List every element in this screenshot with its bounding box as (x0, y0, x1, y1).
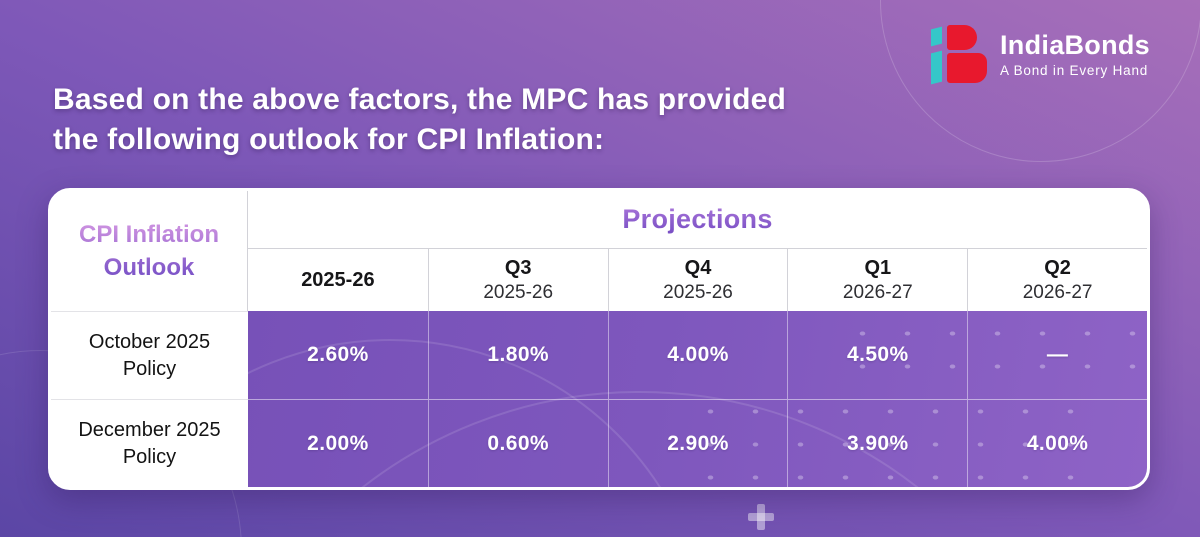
column-header-year: 2025-26 (663, 282, 733, 303)
projections-group-header-label: Projections (622, 204, 773, 234)
column-header-2025-26: 2025-26 (248, 249, 428, 311)
column-header-quarter: Q2 (1044, 257, 1071, 279)
brand-name: IndiaBonds (1000, 30, 1150, 60)
table-cell: 4.50% (787, 311, 967, 399)
page-title-line2: the following outlook for CPI Inflation: (53, 123, 605, 156)
column-header-year: 2026-27 (1022, 282, 1093, 303)
column-header-quarter: Q3 (504, 257, 532, 279)
column-header-year: 2025-26 (483, 282, 554, 303)
column-header-quarter: Q1 (864, 257, 892, 279)
page-title: Based on the above factors, the MPC has … (53, 80, 913, 160)
projections-group-header: Projections (248, 191, 1147, 249)
cpi-inflation-outlook-table: CPI Inflation Outlook Projections 2025-2… (48, 188, 1150, 490)
brand-text-block: IndiaBonds A Bond in Every Hand (1000, 30, 1150, 78)
column-header-quarter: 2025-26 (301, 268, 375, 291)
table-cell: 2.60% (307, 343, 369, 366)
table-cell: 3.90% (787, 399, 968, 487)
decorative-dot-grid (688, 395, 1088, 481)
indiabonds-logo-icon (930, 24, 987, 85)
table-cell: 4.00% (967, 399, 1147, 487)
brand-logo: IndiaBonds A Bond in Every Hand (930, 24, 1150, 85)
table-cell: 2.90% (607, 399, 788, 487)
column-header-q4-2025-26: Q4 2025-26 (607, 249, 788, 311)
column-header-q1-2026-27: Q1 2026-27 (787, 249, 968, 311)
table-cell: 1.80% (427, 311, 608, 399)
logo-i-dot-shape (931, 26, 942, 47)
row-header-label: December 2025 Policy (78, 418, 221, 468)
table-corner-header: CPI Inflation Outlook (51, 191, 248, 311)
brand-tagline: A Bond in Every Hand (1000, 63, 1149, 78)
row-header-october-2025-policy: October 2025 Policy (51, 311, 248, 399)
logo-i-stem-shape (931, 50, 942, 85)
column-header-quarter: Q4 (684, 257, 712, 279)
table-cell: 0.60% (427, 399, 608, 487)
column-header-q3-2025-26: Q3 2025-26 (427, 249, 608, 311)
table-corner-title: CPI Inflation Outlook (69, 218, 229, 284)
page-title-line1: Based on the above factors, the MPC has … (53, 83, 787, 116)
table-cell-no-data: — (967, 311, 1147, 399)
table-cell: 2.00% (248, 399, 428, 487)
table-cell: 4.00% (607, 311, 788, 399)
column-header-q2-2026-27: Q2 2026-27 (967, 249, 1147, 311)
decorative-dot-grid (840, 317, 1147, 369)
column-header-year: 2026-27 (842, 282, 913, 303)
row-header-december-2025-policy: December 2025 Policy (51, 399, 248, 487)
logo-b-bottom-shape (947, 53, 987, 83)
row-header-label: October 2025 Policy (88, 330, 211, 380)
plus-decoration-icon (748, 504, 774, 530)
logo-b-top-shape (947, 25, 977, 50)
